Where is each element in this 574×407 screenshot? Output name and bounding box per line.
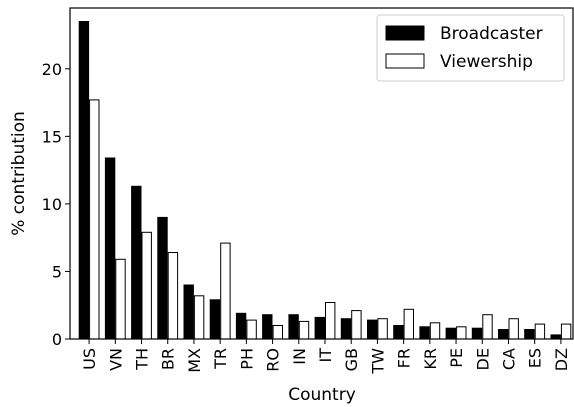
legend-swatch-viewership <box>385 53 425 69</box>
bar-broadcaster-ph <box>235 312 247 340</box>
bar-viewership-in <box>298 320 310 340</box>
bar-broadcaster-tw <box>367 319 378 340</box>
x-tick-label-in: IN <box>290 348 309 365</box>
bar-viewership-de <box>482 314 493 340</box>
x-tick-label-es: ES <box>526 348 545 368</box>
x-tick-label-ph: PH <box>237 348 256 370</box>
bar-viewership-gb <box>351 310 362 340</box>
x-tick-label-mx: MX <box>185 348 204 373</box>
legend: Broadcaster Viewership <box>376 14 565 82</box>
bar-broadcaster-tr <box>209 299 221 340</box>
x-axis-label: Country <box>288 385 356 405</box>
bar-viewership-pe <box>456 326 467 340</box>
bar-broadcaster-br <box>157 216 168 340</box>
plot-frame <box>69 7 574 340</box>
bar-viewership-th <box>141 231 152 340</box>
y-tick-label: 10 <box>42 195 62 214</box>
bar-viewership-vn <box>115 258 126 340</box>
x-tick-label-br: BR <box>159 348 178 370</box>
bar-broadcaster-es <box>524 329 535 340</box>
bar-broadcaster-ca <box>498 329 509 340</box>
bar-broadcaster-ro <box>262 314 273 340</box>
x-tick-label-fr: FR <box>395 348 414 368</box>
bar-viewership-ca <box>508 318 519 340</box>
bar-viewership-kr <box>429 322 441 340</box>
x-tick-label-ca: CA <box>499 348 518 370</box>
bar-viewership-fr <box>403 308 415 340</box>
y-axis-label: % contribution <box>9 111 29 236</box>
x-tick-label-th: TH <box>133 348 152 371</box>
bar-layer <box>78 21 572 340</box>
y-tick-label: 20 <box>42 60 62 79</box>
bar-broadcaster-pe <box>445 327 457 340</box>
x-tick-label-de: DE <box>473 348 492 370</box>
bar-broadcaster-vn <box>104 157 116 340</box>
x-tick-label-pe: PE <box>447 348 466 368</box>
x-tick-label-us: US <box>80 348 99 370</box>
x-tick-label-dz: DZ <box>552 348 571 371</box>
bar-broadcaster-dz <box>550 334 561 340</box>
bar-broadcaster-de <box>471 327 483 340</box>
x-tick-label-it: IT <box>316 348 335 363</box>
bar-broadcaster-th <box>131 185 142 340</box>
bar-viewership-es <box>534 323 546 340</box>
bar-viewership-ph <box>246 319 257 340</box>
y-tick-label: 0 <box>52 330 62 349</box>
y-axis: 0 5 10 15 20 <box>42 60 70 349</box>
bar-viewership-tw <box>377 318 388 340</box>
bar-viewership-br <box>167 252 179 340</box>
x-tick-label-kr: KR <box>421 348 440 370</box>
x-tick-label-ro: RO <box>264 348 283 372</box>
bar-viewership-dz <box>560 323 572 340</box>
y-tick-label: 5 <box>52 262 62 281</box>
bar-viewership-mx <box>193 295 205 340</box>
y-tick-label: 15 <box>42 127 62 146</box>
bar-viewership-us <box>89 99 100 340</box>
legend-label-viewership: Viewership <box>440 52 533 72</box>
bar-broadcaster-it <box>314 316 326 340</box>
bar-viewership-tr <box>220 242 231 340</box>
bar-broadcaster-in <box>288 314 299 340</box>
bar-broadcaster-mx <box>183 284 194 340</box>
legend-label-broadcaster: Broadcaster <box>440 24 543 44</box>
x-axis: US VN TH BR MX TR PH RO IN IT GB TW FR KR PE DE CA ES DZ <box>80 339 571 375</box>
x-tick-label-tr: TR <box>211 348 230 370</box>
bar-viewership-it <box>325 302 336 340</box>
bar-broadcaster-fr <box>393 325 404 340</box>
bar-broadcaster-gb <box>340 318 352 340</box>
x-tick-label-tw: TW <box>368 348 387 375</box>
legend-swatch-broadcaster <box>385 25 425 41</box>
bar-broadcaster-us <box>78 21 90 340</box>
x-tick-label-gb: GB <box>342 348 361 371</box>
bar-broadcaster-kr <box>419 326 430 340</box>
bar-viewership-ro <box>272 325 284 340</box>
x-tick-label-vn: VN <box>106 348 125 371</box>
